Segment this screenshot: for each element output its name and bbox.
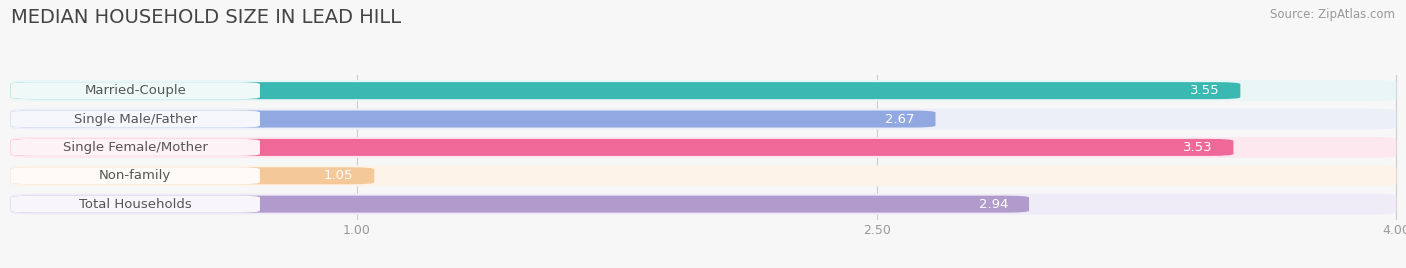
Text: Total Households: Total Households (79, 198, 191, 211)
FancyBboxPatch shape (10, 110, 935, 128)
FancyBboxPatch shape (10, 82, 1240, 99)
Text: 1.05: 1.05 (323, 169, 353, 182)
FancyBboxPatch shape (10, 167, 374, 184)
Text: 3.55: 3.55 (1189, 84, 1219, 97)
FancyBboxPatch shape (10, 167, 260, 184)
FancyBboxPatch shape (10, 110, 260, 128)
Text: Source: ZipAtlas.com: Source: ZipAtlas.com (1270, 8, 1395, 21)
Text: MEDIAN HOUSEHOLD SIZE IN LEAD HILL: MEDIAN HOUSEHOLD SIZE IN LEAD HILL (11, 8, 401, 27)
Text: 2.94: 2.94 (979, 198, 1008, 211)
FancyBboxPatch shape (10, 109, 1396, 129)
Text: Single Male/Father: Single Male/Father (73, 113, 197, 125)
Text: 2.67: 2.67 (886, 113, 915, 125)
FancyBboxPatch shape (10, 80, 1396, 101)
Text: Married-Couple: Married-Couple (84, 84, 186, 97)
Text: Single Female/Mother: Single Female/Mother (63, 141, 208, 154)
Text: Non-family: Non-family (98, 169, 172, 182)
FancyBboxPatch shape (10, 139, 260, 156)
FancyBboxPatch shape (10, 165, 1396, 186)
FancyBboxPatch shape (10, 137, 1396, 158)
FancyBboxPatch shape (10, 196, 1029, 213)
FancyBboxPatch shape (10, 139, 1233, 156)
FancyBboxPatch shape (10, 194, 1396, 215)
FancyBboxPatch shape (10, 82, 260, 99)
Text: 3.53: 3.53 (1182, 141, 1212, 154)
FancyBboxPatch shape (10, 196, 260, 213)
